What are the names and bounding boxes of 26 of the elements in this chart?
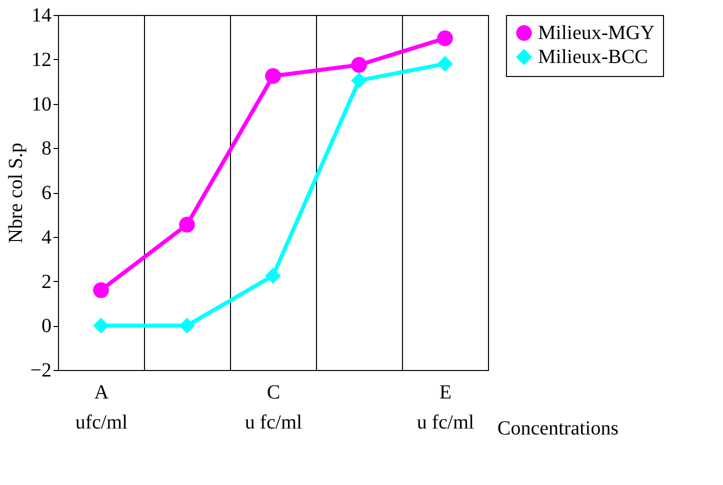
y-tick-label: 10: [32, 93, 52, 116]
point: [179, 216, 195, 233]
y-tick-label: −2: [30, 360, 52, 382]
legend-label: Milieux-MGY: [538, 22, 655, 44]
y-tick-label: 6: [42, 182, 52, 204]
x-tick-label: A ufc/ml: [75, 382, 128, 434]
y-tick-label: 8: [42, 138, 52, 160]
point: [351, 57, 367, 73]
y-tick-label: 2: [42, 270, 52, 293]
x-tick-label: E u fc/ml: [416, 382, 475, 434]
x-tick-label: C u fc/ml: [244, 382, 303, 434]
point: [351, 72, 367, 88]
y-axis-title: Nbre col S.p: [5, 142, 28, 244]
point: [265, 68, 281, 84]
legend-label: Milieux-BCC: [538, 46, 648, 68]
x-axis-title: Concentrations: [497, 418, 619, 440]
y-tick-label: 12: [32, 48, 52, 71]
point: [179, 318, 195, 334]
point: [437, 56, 453, 72]
y-tick-label: 0: [42, 315, 52, 338]
point: [93, 282, 109, 298]
y-tick-label: 14: [32, 4, 52, 26]
point: [265, 268, 281, 284]
point: [437, 30, 453, 46]
y-tick-label: 4: [42, 226, 52, 248]
point: [93, 318, 109, 334]
